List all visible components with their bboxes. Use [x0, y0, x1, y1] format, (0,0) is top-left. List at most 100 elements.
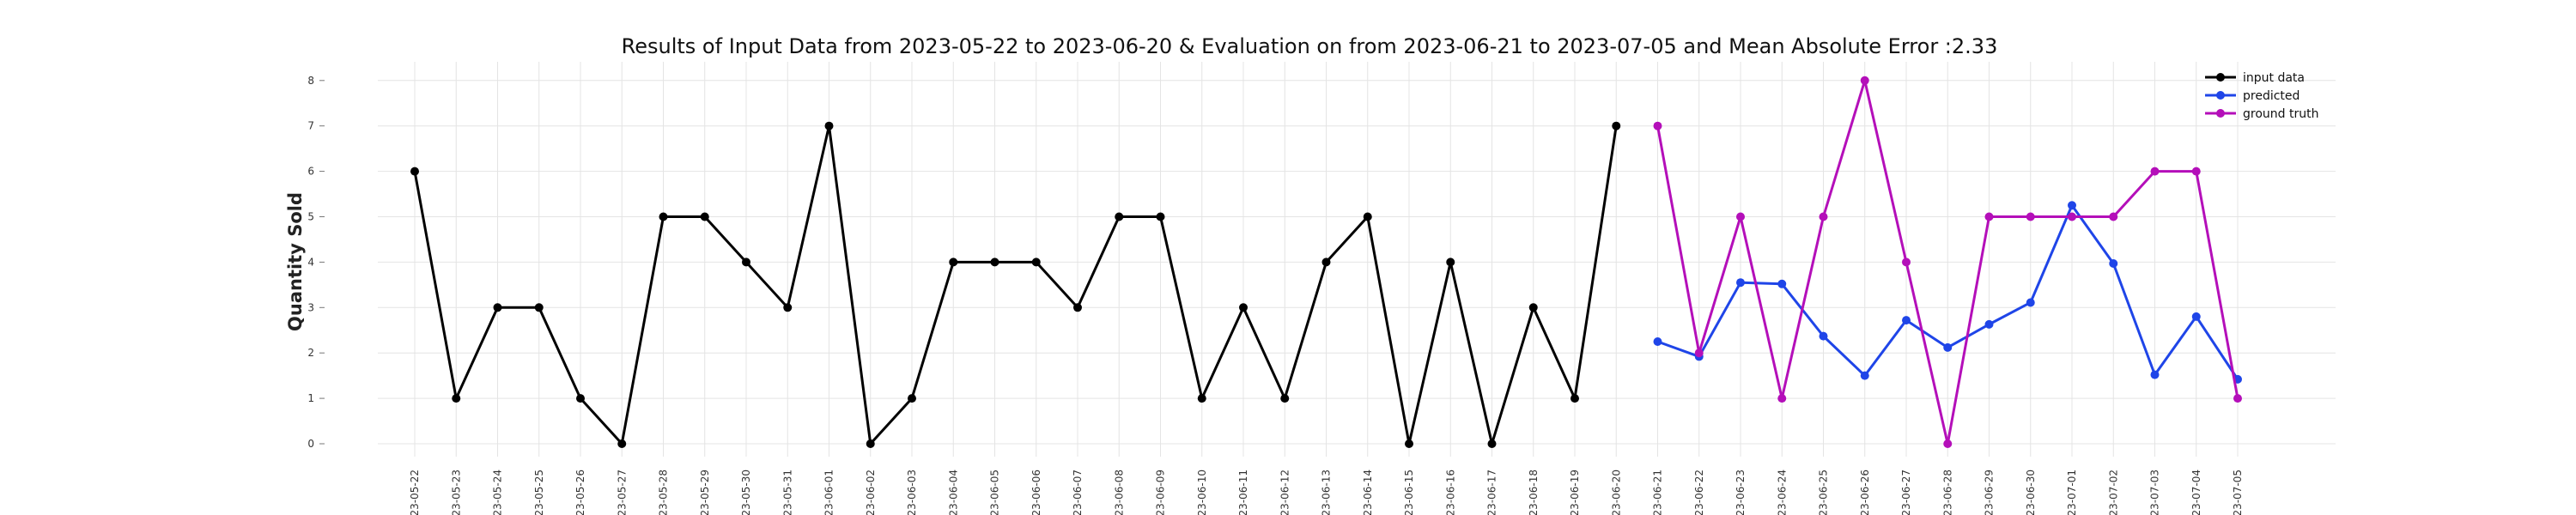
- data-point-input-data: [617, 439, 627, 448]
- x-tick-label: -23-06-12: [1279, 470, 1291, 515]
- x-tick-label: -23-05-25: [533, 470, 545, 515]
- x-tick-label: -23-07-01: [2066, 470, 2078, 515]
- chart-title: Results of Input Data from 2023-05-22 to…: [621, 34, 1998, 58]
- data-point-predicted: [2068, 201, 2076, 210]
- data-point-input-data: [659, 212, 668, 221]
- x-tick-label: -23-05-24: [492, 470, 504, 515]
- data-point-input-data: [493, 303, 502, 312]
- data-point-ground-truth: [1819, 212, 1828, 221]
- data-point-predicted: [1819, 331, 1828, 341]
- x-tick-label: -23-06-21: [1652, 470, 1664, 515]
- legend: input data predicted ground truth: [2205, 71, 2318, 121]
- x-tick-label: -23-05-27: [616, 470, 628, 515]
- x-tick-label: -23-07-03: [2149, 470, 2161, 515]
- data-point-input-data: [1115, 212, 1124, 221]
- data-point-input-data: [1031, 258, 1041, 267]
- data-point-input-data: [783, 303, 793, 312]
- data-point-predicted: [1860, 371, 1869, 380]
- data-point-ground-truth: [1902, 258, 1911, 267]
- data-point-ground-truth: [2026, 212, 2035, 221]
- x-tick-label: -23-06-29: [1984, 470, 1996, 515]
- data-point-predicted: [2109, 258, 2118, 268]
- x-tick-label: -23-06-09: [1155, 470, 1167, 515]
- data-point-predicted: [1777, 279, 1787, 288]
- data-point-ground-truth: [1984, 212, 1994, 221]
- data-point-ground-truth: [1777, 394, 1787, 403]
- x-tick-label: -23-06-24: [1776, 470, 1788, 515]
- data-point-ground-truth: [2068, 212, 2076, 221]
- x-tick-label: -23-05-31: [781, 470, 793, 515]
- y-tick-label: 6: [307, 166, 314, 178]
- data-point-ground-truth: [2150, 167, 2160, 176]
- x-tick-label: -23-06-23: [1735, 470, 1747, 515]
- data-point-ground-truth: [2191, 167, 2201, 176]
- x-tick-label: -23-06-15: [1403, 470, 1415, 515]
- data-point-input-data: [1528, 303, 1538, 312]
- data-point-ground-truth: [1653, 121, 1662, 130]
- data-point-ground-truth: [1694, 348, 1704, 358]
- x-tick-label: -23-06-08: [1113, 470, 1125, 515]
- data-point-input-data: [1073, 303, 1082, 312]
- x-tick-label: -23-07-04: [2190, 470, 2202, 515]
- data-point-input-data: [700, 212, 709, 221]
- data-point-input-data: [1197, 394, 1206, 403]
- x-tick-label: -23-06-02: [865, 470, 877, 515]
- y-axis: 0 1 2 3 4 5 6 7 8: [307, 75, 325, 450]
- data-point-predicted: [1736, 278, 1745, 288]
- y-tick-label: 2: [307, 347, 314, 359]
- x-tick-label: -23-06-04: [947, 470, 959, 515]
- x-tick-label: -23-05-22: [409, 470, 421, 515]
- data-point-input-data: [1156, 212, 1165, 221]
- x-tick-label: -23-06-14: [1362, 470, 1374, 515]
- data-point-input-data: [908, 394, 916, 403]
- data-point-ground-truth: [1943, 439, 1953, 448]
- x-tick-label: -23-06-25: [1818, 470, 1830, 515]
- x-tick-label: -23-06-01: [823, 470, 835, 515]
- data-point-input-data: [534, 303, 544, 312]
- legend-label: predicted: [2243, 89, 2300, 103]
- data-point-input-data: [1239, 303, 1248, 312]
- data-point-input-data: [1321, 258, 1331, 267]
- data-point-predicted: [2026, 298, 2035, 307]
- legend-label: input data: [2243, 71, 2305, 85]
- series-line-input-data: [413, 124, 1618, 445]
- x-tick-label: -23-06-17: [1486, 470, 1498, 515]
- legend-label: ground truth: [2243, 107, 2318, 121]
- x-tick-label: -23-06-10: [1196, 470, 1208, 515]
- x-tick-label: -23-05-26: [574, 470, 586, 515]
- data-point-input-data: [1405, 439, 1413, 448]
- y-tick-label: 1: [307, 392, 314, 404]
- y-axis-label: Quantity Sold: [285, 192, 306, 331]
- legend-marker: [2216, 73, 2225, 82]
- data-point-input-data: [742, 258, 750, 267]
- y-tick-label: 3: [307, 301, 314, 313]
- x-tick-label: -23-06-06: [1030, 470, 1042, 515]
- y-tick-label: 4: [307, 256, 314, 268]
- legend-marker: [2216, 109, 2225, 118]
- data-point-ground-truth: [2233, 394, 2242, 403]
- data-point-predicted: [1943, 342, 1953, 352]
- data-point-input-data: [1446, 258, 1455, 267]
- y-tick-label: 8: [307, 75, 314, 87]
- data-point-input-data: [866, 439, 875, 448]
- data-point-predicted: [1984, 319, 1994, 329]
- y-tick-label: 7: [307, 120, 314, 132]
- x-tick-label: -23-05-30: [740, 470, 752, 515]
- x-tick-label: -23-06-11: [1237, 470, 1249, 515]
- x-tick-label: -23-06-07: [1072, 470, 1084, 515]
- x-tick-label: -23-06-22: [1693, 470, 1705, 515]
- x-tick-label: -23-05-29: [699, 470, 711, 515]
- x-tick-label: -23-05-23: [450, 470, 462, 515]
- x-tick-label: -23-07-05: [2232, 470, 2244, 515]
- data-point-input-data: [1612, 121, 1621, 130]
- x-tick-label: -23-06-26: [1859, 470, 1871, 515]
- y-tick-label: 0: [307, 438, 314, 450]
- y-tick-label: 5: [307, 211, 314, 223]
- x-tick-label: -23-06-13: [1321, 470, 1333, 515]
- data-point-input-data: [410, 167, 419, 176]
- data-point-input-data: [949, 258, 958, 267]
- data-point-predicted: [2150, 370, 2160, 379]
- data-point-input-data: [1363, 212, 1372, 221]
- data-point-input-data: [990, 258, 999, 267]
